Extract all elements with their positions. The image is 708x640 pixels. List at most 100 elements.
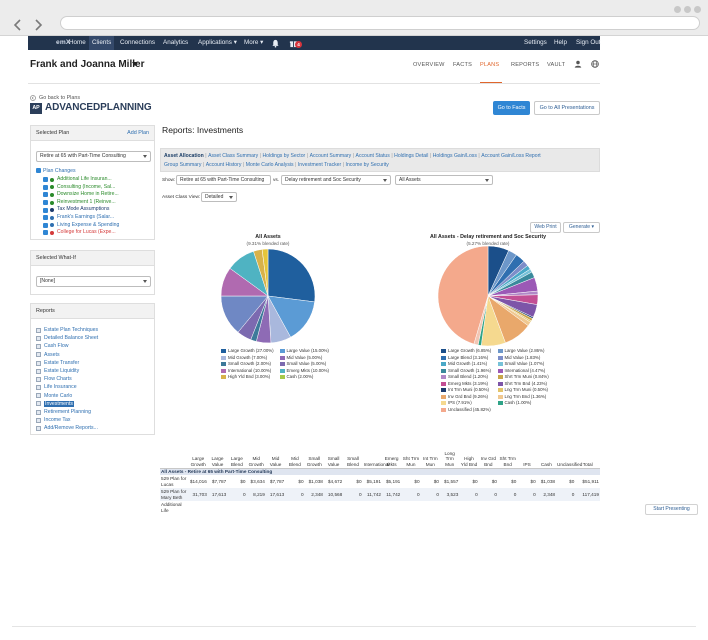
client-name[interactable]: Frank and Joanna Miller — [30, 59, 145, 70]
nav-home[interactable]: Home — [69, 39, 86, 46]
tab-vault[interactable]: VAULT — [547, 62, 566, 68]
plan-change-item[interactable]: College for Lucas (Expe... — [43, 229, 153, 237]
report-tab[interactable]: Monte Carlo Analysis — [245, 162, 294, 168]
nav-applications[interactable]: Applications ▾ — [198, 39, 237, 46]
tab-facts[interactable]: FACTS — [453, 62, 473, 68]
status-dot-icon — [50, 192, 54, 197]
checkbox[interactable] — [43, 215, 48, 221]
assets-select[interactable]: All Assets — [395, 175, 493, 185]
legend-item: International (10.00%) — [221, 368, 275, 374]
nav-sign-out[interactable]: Sign Out — [576, 39, 601, 46]
table-row[interactable]: 529 Plan for Mary Beth 31,703 17,613 0 8,219… — [160, 488, 600, 501]
report-link[interactable]: Detailed Balance Sheet — [36, 334, 151, 342]
status-dot-icon — [50, 223, 54, 228]
report-tab[interactable]: Group Summary — [164, 162, 202, 168]
go-to-presentations-button[interactable]: Go to All Presentations — [534, 101, 600, 115]
tab-plans[interactable]: PLANS — [480, 62, 500, 68]
report-link[interactable]: Investments — [36, 400, 151, 408]
table-row[interactable]: 529 Plan for Lucas $14,016 $7,787 $0 $3,634 $… — [160, 475, 600, 488]
report-link[interactable]: Estate Transfer — [36, 359, 151, 367]
plan-change-item[interactable]: Additional Life Insuran... — [43, 176, 153, 184]
table-cell: 11,742 — [362, 488, 382, 501]
nav-help[interactable]: Help — [554, 39, 567, 46]
report-tab[interactable]: Holdings Detail — [394, 153, 429, 159]
nav-analytics[interactable]: Analytics — [163, 39, 189, 46]
report-link[interactable]: Estate Liquidity — [36, 367, 151, 375]
table-header-cell: Small Blend — [343, 444, 363, 469]
table-cell: 0 — [401, 488, 421, 501]
generate-button[interactable]: Generate ▾ — [563, 222, 600, 233]
table-row[interactable]: Additional Life — [160, 501, 600, 514]
bell-icon[interactable] — [271, 39, 280, 48]
plan-change-item[interactable]: Downsize Home in Retire... — [43, 191, 153, 199]
report-tab[interactable]: Account Status — [355, 153, 390, 159]
panel-title: Selected Plan — [36, 130, 70, 136]
checkbox[interactable] — [43, 230, 48, 236]
checkbox[interactable] — [43, 222, 48, 228]
legend-label: Small Value (1.07%) — [504, 361, 545, 366]
nav-settings[interactable]: Settings — [524, 39, 547, 46]
back-arrow-icon[interactable] — [10, 17, 26, 33]
report-tab[interactable]: Account Summary — [309, 153, 352, 159]
checkbox[interactable] — [43, 200, 48, 206]
show-select[interactable]: Retire at 65 with Part-Time Consulting — [176, 175, 271, 185]
report-link[interactable]: Flow Charts — [36, 375, 151, 383]
table-cell: $0 — [472, 478, 478, 484]
report-tab[interactable]: Account History — [205, 162, 242, 168]
chevron-down-icon[interactable] — [132, 62, 138, 66]
nav-more[interactable]: More ▾ — [244, 39, 264, 46]
tab-overview[interactable]: OVERVIEW — [413, 62, 445, 68]
report-tab[interactable]: Income by Security — [345, 162, 389, 168]
add-plan-link[interactable]: Add Plan — [127, 130, 149, 136]
report-tab[interactable]: Holdings Gain/Loss — [432, 153, 477, 159]
report-tab[interactable]: Account Gain/Loss Report — [481, 153, 541, 159]
nav-clients[interactable]: Clients — [89, 36, 115, 50]
web-print-button[interactable]: Web Print — [530, 222, 561, 233]
report-icon — [36, 417, 41, 423]
plan-change-item[interactable]: Living Expense & Spending — [43, 222, 153, 230]
start-presenting-button[interactable]: Start Presenting — [645, 504, 698, 515]
tab-reports[interactable]: REPORTS — [511, 62, 540, 68]
what-if-select[interactable]: [None] — [36, 276, 151, 287]
go-back-link[interactable]: Go back to Plans — [39, 95, 81, 101]
back-circle-icon[interactable] — [30, 95, 36, 101]
checkbox[interactable] — [43, 177, 48, 183]
plan-change-item[interactable]: Reinvestment 1 (Reinve... — [43, 199, 153, 207]
plan-changes-toggle[interactable]: Plan Changes — [36, 168, 76, 174]
table-header-cell: Small Value — [323, 444, 344, 469]
legend-label: High Yld Bnd (3.00%) — [228, 374, 271, 379]
globe-icon[interactable] — [591, 60, 599, 68]
report-link[interactable]: Estate Plan Techniques — [36, 326, 151, 334]
report-tab[interactable]: Asset Allocation — [164, 153, 204, 159]
plan-select[interactable]: Retire at 65 with Part-Time Consulting — [36, 151, 151, 162]
brand-logo[interactable]: emX — [56, 39, 71, 46]
report-tab[interactable]: Investment Tracker — [297, 162, 342, 168]
report-link[interactable]: Monte Carlo — [36, 392, 151, 400]
asset-class-view-select[interactable]: Detailed — [201, 192, 237, 202]
user-icon[interactable] — [574, 60, 582, 68]
forward-arrow-icon[interactable] — [30, 17, 46, 33]
tab-separator: | — [242, 162, 245, 168]
report-link[interactable]: Assets — [36, 351, 151, 359]
report-link[interactable]: Income Tax — [36, 416, 151, 424]
go-to-facts-button[interactable]: Go to Facts — [493, 101, 530, 115]
gift-icon[interactable] — [289, 39, 298, 48]
address-bar[interactable] — [60, 16, 700, 30]
nav-connections[interactable]: Connections — [120, 39, 156, 46]
report-tab[interactable]: Holdings by Sector — [262, 153, 306, 159]
checkbox[interactable] — [43, 192, 48, 198]
report-link[interactable]: Cash Flow — [36, 342, 151, 350]
legend-item: Mid Growth (1.41%) — [441, 361, 493, 367]
report-link[interactable]: Retirement Planning — [36, 408, 151, 416]
report-link[interactable]: Life Insurance — [36, 383, 151, 391]
report-link[interactable]: Add/Remove Reports... — [36, 424, 151, 432]
plan-change-item[interactable]: Tax Mode Assumptions — [43, 206, 153, 214]
checkbox[interactable] — [36, 168, 41, 173]
report-tab[interactable]: Asset Class Summary — [208, 153, 259, 159]
compare-select[interactable]: Delay retirement and Soc Security — [281, 175, 391, 185]
checkbox[interactable] — [43, 207, 48, 213]
plan-change-item[interactable]: Consulting (Income, Sal... — [43, 184, 153, 192]
plan-change-item[interactable]: Frank's Earnings (Salar... — [43, 214, 153, 222]
checkbox[interactable] — [43, 184, 48, 190]
investments-table: Large Growth Large Value Large Blend Mid Gr… — [160, 444, 600, 514]
